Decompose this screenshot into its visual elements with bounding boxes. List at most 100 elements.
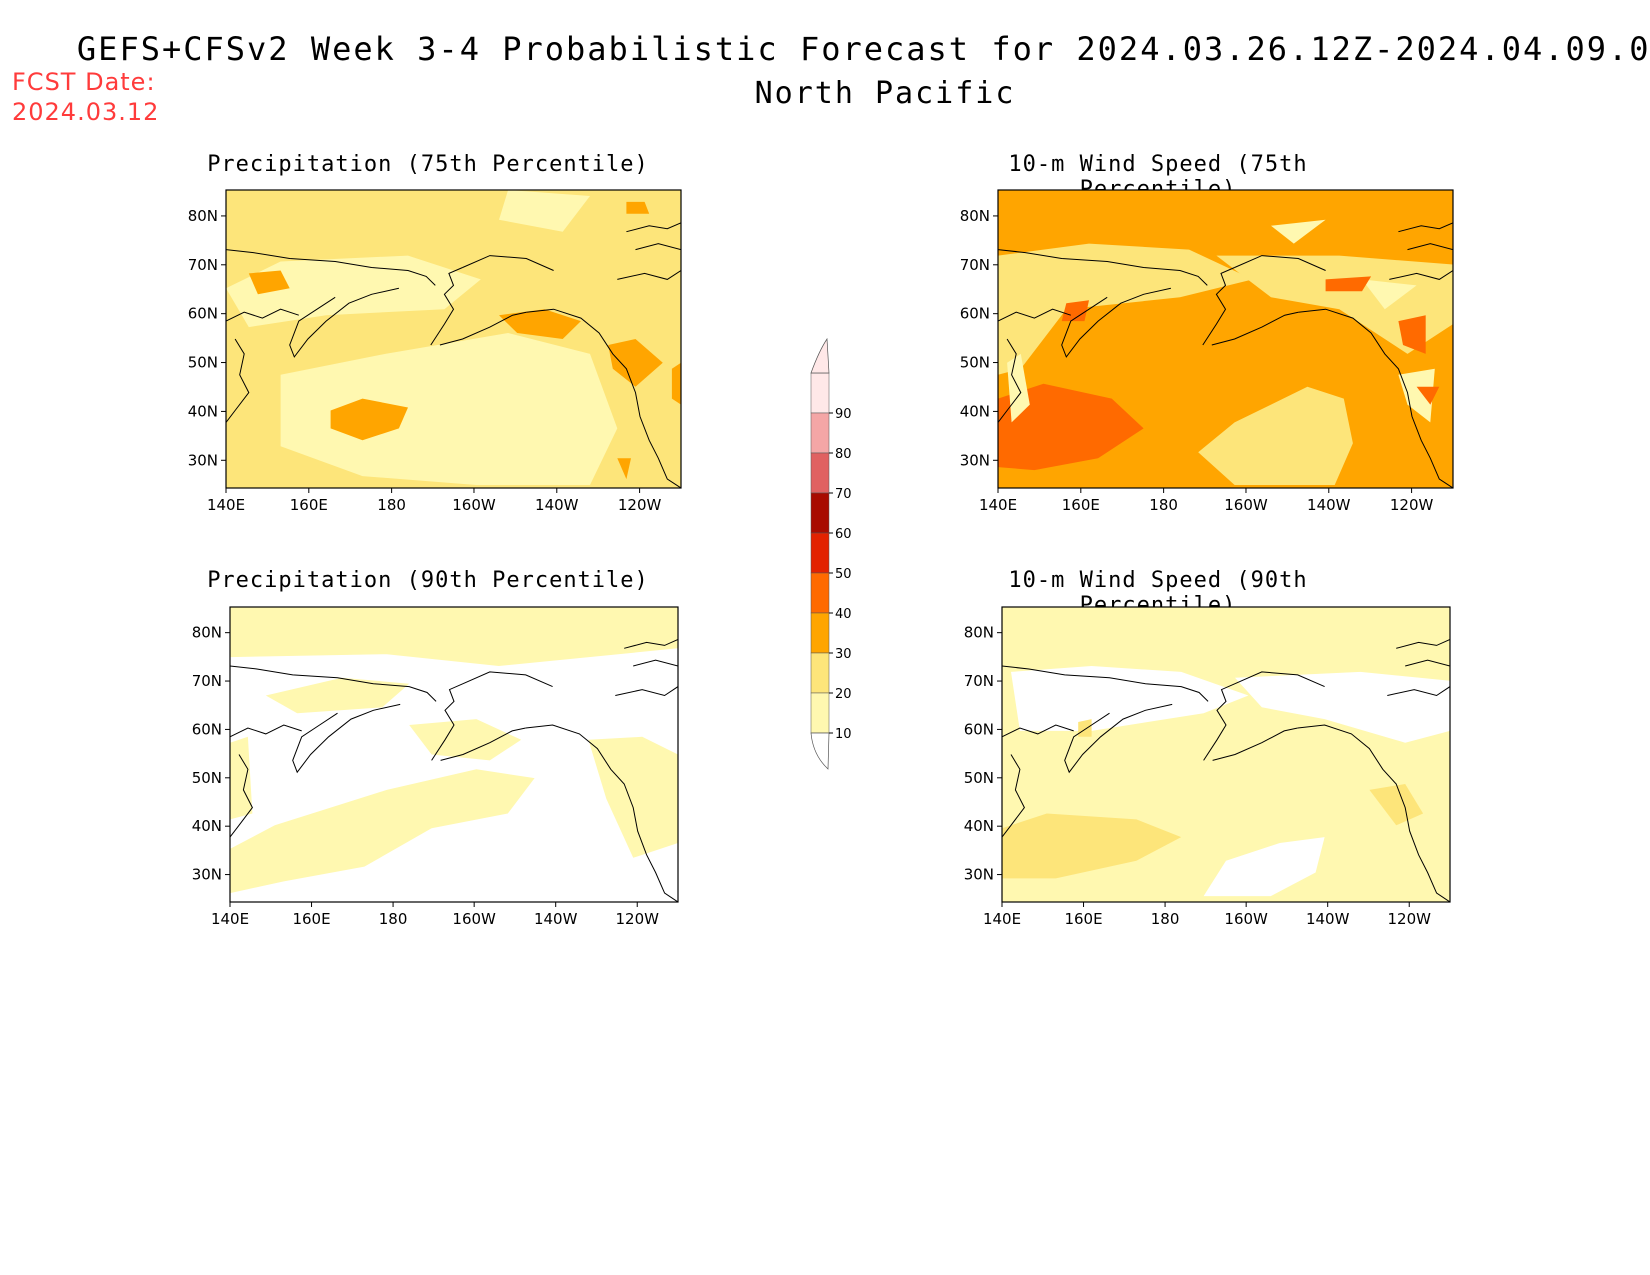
colorbar-swatch — [810, 452, 830, 494]
colorbar-bottom-arrow — [810, 732, 830, 770]
shaded-area — [998, 243, 1253, 375]
region-subtitle: North Pacific — [754, 76, 1016, 111]
coastline — [624, 639, 678, 649]
lon-tick-label: 160E — [292, 910, 330, 928]
shaded-area — [499, 309, 581, 339]
lon-tick-label: 140W — [1306, 910, 1350, 928]
lon-tick-label: 140W — [1307, 496, 1351, 514]
lat-tick-label: 30N — [192, 866, 222, 884]
lon-tick-label: 120W — [618, 496, 662, 514]
coastline — [1002, 665, 1209, 702]
shaded-area — [230, 736, 253, 820]
map-frame — [997, 189, 1454, 489]
coastline — [633, 659, 678, 667]
coastline — [226, 338, 250, 423]
coastline — [1061, 287, 1172, 358]
main-title: GEFS+CFSv2 Week 3-4 Probabilistic Foreca… — [76, 30, 1650, 68]
coastline — [525, 724, 678, 902]
lat-tick-label: 80N — [960, 207, 990, 225]
lat-tick-label: 50N — [188, 354, 218, 372]
coastline — [1212, 727, 1298, 761]
map-frame — [225, 189, 682, 489]
shaded-area — [1362, 279, 1417, 310]
lat-tick-label: 70N — [192, 672, 222, 690]
coastline — [1396, 639, 1450, 649]
lon-tick-label: 120W — [615, 910, 659, 928]
coastline — [462, 255, 554, 271]
lon-tick-label: 160E — [1062, 496, 1100, 514]
lat-tick-label: 80N — [192, 624, 222, 642]
lon-tick-label: 160E — [1064, 910, 1102, 928]
shaded-area — [1002, 813, 1182, 879]
fcst-date-label: FCST Date: — [12, 68, 156, 96]
lon-tick-label: 180 — [1149, 496, 1178, 514]
shaded-area — [608, 339, 663, 387]
coastline — [292, 703, 401, 774]
colorbar-label: 50 — [835, 567, 852, 582]
map-frame — [1001, 606, 1451, 903]
coastline — [615, 686, 678, 697]
colorbar-label: 20 — [835, 687, 852, 702]
lon-tick-label: 140E — [211, 910, 249, 928]
lat-tick-label: 50N — [964, 769, 994, 787]
coastline — [439, 311, 527, 346]
shaded-area — [998, 383, 1144, 471]
lat-tick-label: 80N — [964, 624, 994, 642]
coastline — [635, 243, 681, 251]
shaded-area — [1369, 784, 1424, 826]
lat-tick-label: 50N — [192, 769, 222, 787]
coastline — [1203, 683, 1236, 761]
shaded-area — [230, 607, 678, 666]
shaded-area — [1203, 837, 1325, 897]
coastline — [462, 671, 553, 688]
coastline — [1398, 222, 1453, 233]
lon-tick-label: 120W — [1390, 496, 1434, 514]
lat-tick-label: 70N — [188, 256, 218, 274]
colorbar-swatch — [810, 532, 830, 574]
coastline — [1297, 724, 1450, 902]
lat-tick-label: 60N — [192, 720, 222, 738]
colorbar-swatch — [810, 572, 830, 614]
lon-tick-label: 140E — [983, 910, 1021, 928]
colorbar-swatch — [810, 372, 830, 414]
lon-tick-label: 160W — [452, 910, 496, 928]
shaded-area — [1235, 671, 1450, 743]
coastline — [617, 270, 681, 280]
coastline — [430, 267, 463, 346]
lon-tick-label: 160W — [1224, 496, 1268, 514]
map-panel-wind90: 140E 160E 180 160W 140W 120W 80N 70N 60N 50N 40N 30… — [964, 606, 1451, 928]
colorbar-label: 10 — [835, 727, 852, 742]
lat-tick-label: 30N — [964, 866, 994, 884]
lon-tick-label: 140E — [979, 496, 1017, 514]
lon-tick-label: 180 — [377, 496, 406, 514]
coastline — [998, 249, 1208, 286]
coastline — [1387, 686, 1450, 697]
coastline — [1389, 270, 1453, 280]
colorbar-swatch — [810, 692, 830, 734]
shaded-area — [499, 190, 590, 232]
coastline — [998, 308, 1071, 322]
coastline — [1211, 311, 1299, 346]
colorbar-label: 40 — [835, 607, 852, 622]
shaded-area — [330, 398, 408, 441]
map-panel-precip90: 140E 160E 180 160W 140W 120W 80N 70N 60N 50N 40N 30… — [192, 606, 679, 928]
colorbar-label: 60 — [835, 527, 852, 542]
shaded-area — [1416, 386, 1440, 405]
lat-tick-label: 40N — [192, 817, 222, 835]
lon-tick-label: 180 — [1151, 910, 1180, 928]
map-frame — [229, 606, 679, 903]
coastline — [1298, 308, 1453, 488]
shaded-area — [626, 201, 650, 214]
lon-tick-label: 160W — [1224, 910, 1268, 928]
shaded-area — [409, 719, 522, 761]
shaded-area — [230, 769, 535, 894]
colorbar-label: 80 — [835, 447, 852, 462]
coastline — [230, 754, 253, 838]
shaded-area — [1398, 315, 1426, 354]
shaded-area — [248, 270, 290, 295]
shaded-area — [1078, 719, 1092, 737]
coastline — [1202, 267, 1235, 346]
coastline — [526, 308, 681, 488]
coastline — [1234, 671, 1325, 688]
